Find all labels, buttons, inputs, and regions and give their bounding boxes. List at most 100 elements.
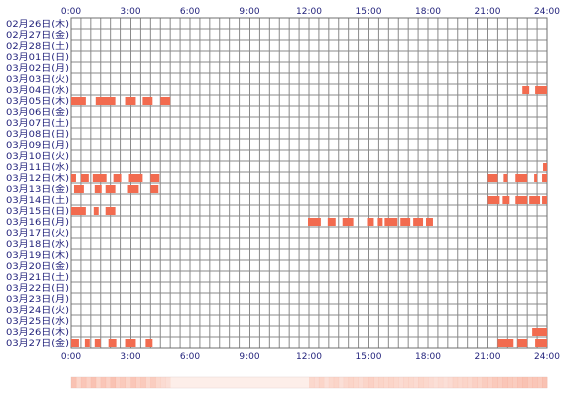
summary-strip-cell [497,377,503,388]
activity-bar [71,339,79,347]
activity-bar [384,218,398,226]
activity-bar [522,86,530,94]
summary-strip-cell [105,377,112,388]
summary-strip-cell [452,377,459,388]
x-axis-ticks: 0:00 0:00 3:00 3:00 6:00 6:00 9:00 9:00 12:00 12:… [61,7,560,362]
summary-strip-cell [80,377,87,388]
activity-bar [125,97,136,105]
summary-strip-cell [408,377,414,388]
summary-strip-cell [373,377,379,388]
summary-strip-cell [140,377,146,388]
summary-strip-cell [318,377,325,388]
activity-bar [93,207,99,215]
summary-strip-cell [482,377,488,388]
activity-bar [142,97,153,105]
x-tick-label-top: 21:00 [475,7,501,17]
row-label: 02月26日(木) [6,18,69,30]
summary-strip-cell [130,377,136,388]
summary-strip-cell [309,377,315,388]
summary-strip-cell [542,377,548,388]
x-tick-label-top: 6:00 [180,7,200,17]
row-label: 03月02日(月) [6,63,69,74]
x-tick-label-bottom: 15:00 [356,352,382,362]
summary-strip-cell [120,377,126,388]
summary-strip-cell [477,377,483,388]
row-label: 03月11日(水) [6,161,69,173]
summary-strip-cell [472,377,478,388]
activity-bar [515,196,528,204]
row-label: 03月16日(月) [6,217,69,228]
grid-lines [70,17,548,349]
row-label: 03月13日(金) [6,183,69,195]
row-label: 03月24日(火) [6,305,69,316]
summary-strip-cell [90,377,97,388]
x-tick-label-bottom: 6:00 [180,352,200,362]
summary-strip-cell [423,377,429,388]
summary-strip-cell [383,377,389,388]
activity-bar [105,185,116,193]
activity-bar [426,218,433,226]
x-tick-label-bottom: 18:00 [415,352,441,362]
activity-bar [342,218,354,226]
activity-bar [94,185,102,193]
plot-frame [70,17,548,349]
activity-bar [517,339,528,347]
summary-strip-cell [507,377,513,388]
activity-bar [327,218,336,226]
activity-bar [128,174,143,182]
activity-bar [125,339,136,347]
row-label: 03月01日(日) [6,52,69,63]
summary-strip-cell [512,377,518,388]
summary-strip-cell [333,377,340,388]
row-label: 03月09日(月) [6,140,69,151]
activity-bar [497,339,514,347]
activity-bar [95,97,116,105]
activity-bar [71,97,86,105]
activity-bar [367,218,374,226]
summary-strip-cell [403,377,409,388]
summary-strip [70,376,548,389]
activity-bars [71,86,547,347]
row-label: 03月14日(土) [6,194,69,206]
activity-bar [487,196,500,204]
activity-bar [150,174,160,182]
activity-bar [127,185,139,193]
summary-strip-cell [135,377,141,388]
x-tick-label-bottom: 0:00 [61,352,81,362]
x-tick-label-bottom: 9:00 [239,352,259,362]
activity-bar [487,174,498,182]
row-label: 03月27日(金) [6,337,69,349]
activity-bar [92,174,107,182]
row-label: 03月12日(木) [6,172,69,184]
activity-bar [145,339,153,347]
activity-bar [543,163,547,171]
activity-bar [529,196,541,204]
activity-bar [113,174,122,182]
summary-strip-cell [393,377,399,388]
activity-bar [308,218,321,226]
summary-strip-cell [388,377,394,388]
row-label: 03月23日(月) [6,294,69,305]
row-labels: 02月26日(木)02月27日(金)02月28日(土)03月01日(日)03月0… [6,18,69,349]
x-tick-label-top: 9:00 [239,7,259,17]
activity-bar [503,174,508,182]
summary-strip-cell [517,377,523,388]
x-tick-label-top: 24:00 [534,7,560,17]
summary-strip-cell [145,377,151,388]
row-label: 02月27日(金) [6,29,69,41]
summary-strip-cell [537,377,543,388]
row-label: 03月22日(日) [6,283,69,294]
row-label: 03月03日(火) [6,74,69,85]
summary-strip-cell [413,377,419,388]
summary-strip-cell [532,377,538,388]
row-label: 03月18日(水) [6,238,69,250]
x-tick-label-bottom: 3:00 [120,352,140,362]
row-label: 03月19日(木) [6,249,69,261]
row-label: 03月25日(水) [6,315,69,327]
activity-bar [413,218,424,226]
summary-strip-cell [368,377,374,388]
summary-strip-cell [348,377,355,388]
x-tick-label-top: 3:00 [120,7,140,17]
summary-strip-cell [165,377,171,388]
